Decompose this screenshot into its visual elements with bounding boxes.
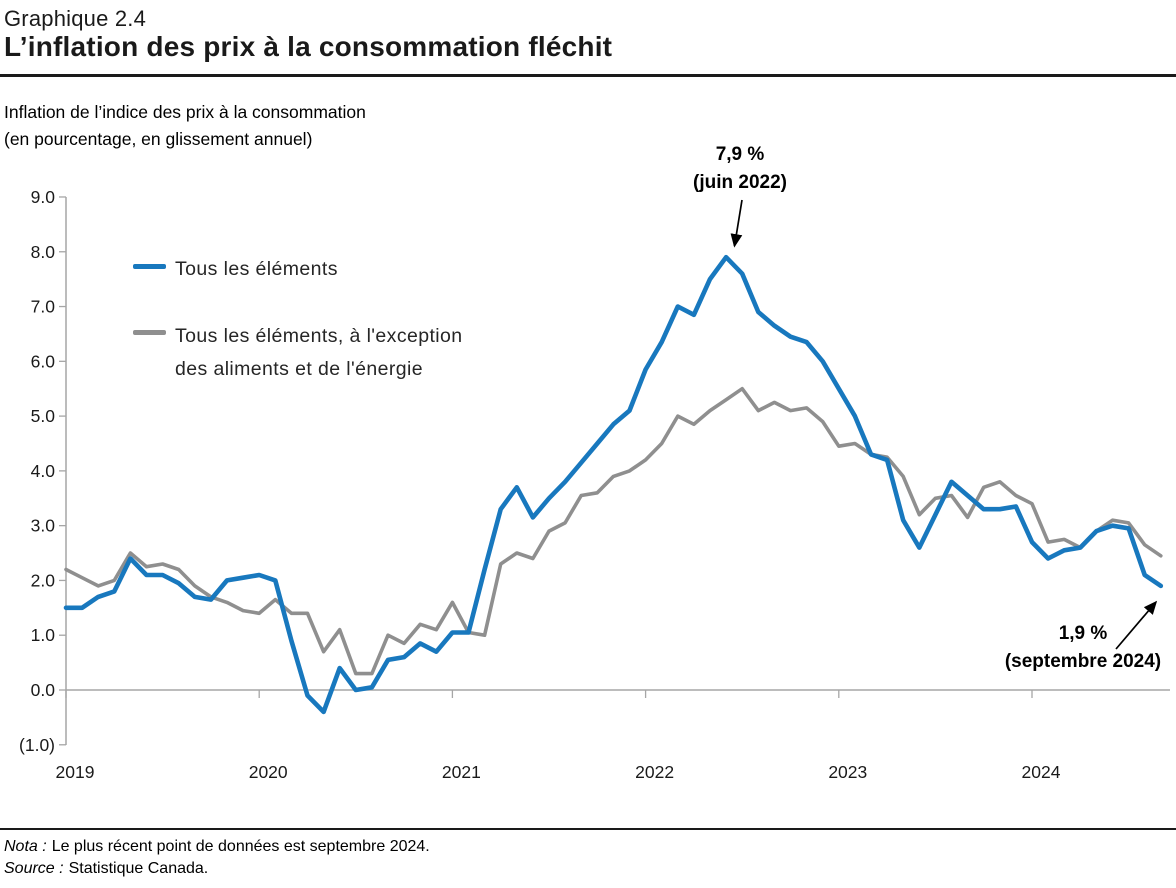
all-items-legend-swatch — [133, 264, 166, 269]
latest-value-label: 1,9 % — [1058, 623, 1108, 644]
x-axis-year-label: 2020 — [249, 762, 288, 782]
y-axis-tick-label: 2.0 — [31, 570, 56, 590]
peak-value-label: 7,9 % — [715, 144, 765, 165]
x-axis-year-label: 2021 — [442, 762, 481, 782]
chart-number: Graphique 2.4 — [4, 6, 147, 31]
source-note: Source : Statistique Canada. — [4, 858, 208, 879]
legend-core-line-1: Tous les éléments, à l'exception — [175, 325, 463, 347]
legend-core-line-2: des aliments et de l'énergie — [175, 358, 423, 380]
nota-prefix: Nota : — [4, 838, 47, 855]
core-line — [64, 386, 1163, 676]
nota-note: Nota : Le plus récent point de données es… — [4, 836, 430, 857]
y-axis-tick-label: 5.0 — [31, 406, 56, 426]
latest-annotation: 1,9 % (septembre 2024) — [992, 620, 1174, 676]
y-axis-tick-label: 4.0 — [31, 461, 56, 481]
core-legend-swatch — [133, 330, 166, 335]
y-axis-tick-label: 6.0 — [31, 351, 56, 371]
y-axis-tick-label: 3.0 — [31, 516, 56, 536]
peak-annotation-arrow — [730, 199, 743, 248]
latest-annotation-arrow — [1115, 600, 1158, 650]
y-axis-tick-label: 9.0 — [31, 187, 56, 207]
x-axis-year-label: 2019 — [56, 762, 95, 782]
legend-label-all-items: Tous les éléments — [175, 258, 338, 280]
all-items-line — [63, 254, 1164, 715]
y-axis-tick-label: 7.0 — [31, 297, 56, 317]
footer-divider — [0, 828, 1176, 830]
title-divider — [0, 74, 1176, 77]
x-axis-year-label: 2022 — [635, 762, 674, 782]
latest-date-label: (septembre 2024) — [1004, 651, 1162, 672]
source-prefix: Source : — [4, 860, 64, 877]
peak-date-label: (juin 2022) — [693, 172, 787, 193]
subtitle-line-1: Inflation de l’indice des prix à la cons… — [4, 102, 366, 122]
subtitle-line-2: (en pourcentage, en glissement annuel) — [4, 129, 313, 149]
peak-annotation: 7,9 % (juin 2022) — [640, 141, 840, 197]
chart-subtitle: Inflation de l’indice des prix à la cons… — [4, 99, 366, 153]
nota-text: Le plus récent point de données est sept… — [51, 838, 430, 855]
source-text: Statistique Canada. — [68, 860, 209, 877]
y-axis-tick-label: 1.0 — [31, 625, 56, 645]
legend-label-core: Tous les éléments, à l'exception des ali… — [175, 320, 463, 386]
x-axis-year-label: 2024 — [1022, 762, 1061, 782]
page-title: L’inflation des prix à la consommation f… — [4, 31, 613, 62]
x-axis-year-label: 2023 — [828, 762, 867, 782]
y-axis-tick-label: 8.0 — [31, 242, 56, 262]
y-axis-tick-label: (1.0) — [19, 735, 55, 755]
y-axis-tick-label: 0.0 — [31, 680, 56, 700]
